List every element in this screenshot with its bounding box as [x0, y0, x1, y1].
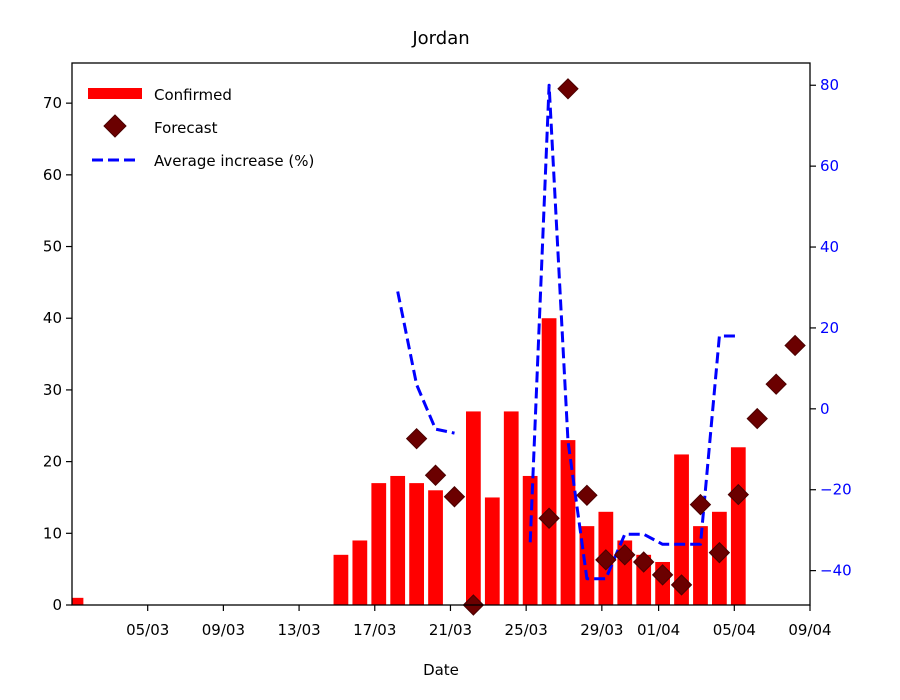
confirmed-bar: [674, 454, 689, 605]
y-tick-label-right: 80: [820, 76, 839, 94]
forecast-point: [424, 464, 447, 486]
legend-forecast-marker: [103, 114, 127, 138]
confirmed-bar: [371, 483, 387, 605]
confirmed-bar: [693, 526, 708, 605]
x-tick-label: 05/04: [713, 621, 756, 639]
y-tick-label-right: 60: [820, 157, 839, 175]
confirmed-bar: [390, 475, 406, 605]
forecast-point: [784, 334, 806, 357]
y-tick-label-right: 0: [820, 400, 830, 418]
confirmed-bar: [409, 483, 424, 605]
confirmed-bar: [333, 554, 349, 605]
forecast-point: [405, 427, 428, 450]
confirmed-bar: [503, 411, 519, 605]
x-axis: 05/03 09/03 13/03 17/03 21/03 25/03 29/03 01/04…: [126, 605, 832, 639]
y-tick-label-left: 50: [43, 238, 62, 256]
forecast-point: [576, 484, 598, 507]
x-tick-label: 09/04: [788, 621, 831, 639]
x-tick-label: 25/03: [505, 621, 548, 639]
confirmed-bar: [466, 411, 481, 605]
forecast-point: [614, 544, 636, 566]
confirmed-bar: [72, 597, 84, 605]
forecast-point: [651, 564, 674, 586]
y-tick-label-left: 30: [43, 381, 62, 399]
y-tick-label-left: 10: [43, 524, 62, 542]
x-tick-label: 13/03: [277, 621, 320, 639]
legend: Confirmed Forecast Average increase (%): [88, 86, 314, 170]
legend-confirmed-label: Confirmed: [154, 86, 232, 104]
x-tick-label: 01/04: [637, 621, 680, 639]
y-tick-label-left: 60: [43, 166, 62, 184]
y-tick-label-right: 40: [820, 238, 839, 256]
plot-frame: [71, 62, 811, 606]
y-tick-label-right: 20: [820, 319, 839, 337]
legend-forecast-label: Forecast: [154, 119, 218, 137]
x-tick-label: 09/03: [202, 621, 245, 639]
forecast-point: [538, 507, 560, 529]
confirmed-bar: [730, 447, 746, 605]
confirmed-bar: [560, 440, 576, 605]
forecast-point: [557, 78, 579, 100]
plot-area: [72, 78, 806, 616]
average-increase-line: [396, 291, 455, 435]
y-tick-label-right: −40: [820, 562, 852, 580]
y-axis-right: −40 −20 0 20 40 60 80: [810, 76, 852, 580]
forecast-point: [727, 483, 750, 506]
y-tick-label-right: −20: [820, 481, 852, 499]
average-increase-line: [528, 83, 739, 581]
forecast-point: [708, 541, 731, 564]
confirmed-bar: [484, 497, 500, 605]
forecast-point: [632, 551, 655, 573]
forecast-point: [689, 493, 712, 516]
y-tick-label-left: 40: [43, 309, 62, 327]
confirmed-bar: [579, 526, 595, 605]
y-tick-label-left: 70: [43, 94, 62, 112]
forecast-point: [765, 373, 787, 395]
x-tick-label: 17/03: [353, 621, 396, 639]
x-axis-label: Date: [423, 661, 459, 679]
x-tick-label: 05/03: [126, 621, 169, 639]
chart-title: Jordan: [411, 28, 469, 49]
forecast-point: [443, 486, 466, 508]
average-increase-series: [396, 83, 739, 581]
confirmed-bar: [352, 540, 368, 605]
confirmed-bar: [541, 318, 557, 605]
y-tick-label-left: 0: [52, 596, 62, 614]
x-tick-label: 21/03: [429, 621, 472, 639]
forecast-point: [670, 574, 693, 596]
confirmed-bar: [428, 490, 443, 605]
forecast-point: [595, 549, 617, 571]
x-tick-label: 29/03: [580, 621, 623, 639]
forecast-points: [405, 78, 806, 616]
forecast-point: [746, 407, 768, 430]
y-axis-left: 0 10 20 30 40 50 60 70: [43, 94, 72, 614]
y-tick-label-left: 20: [43, 453, 62, 471]
legend-confirmed-swatch: [88, 88, 142, 99]
legend-average-label: Average increase (%): [154, 152, 314, 170]
